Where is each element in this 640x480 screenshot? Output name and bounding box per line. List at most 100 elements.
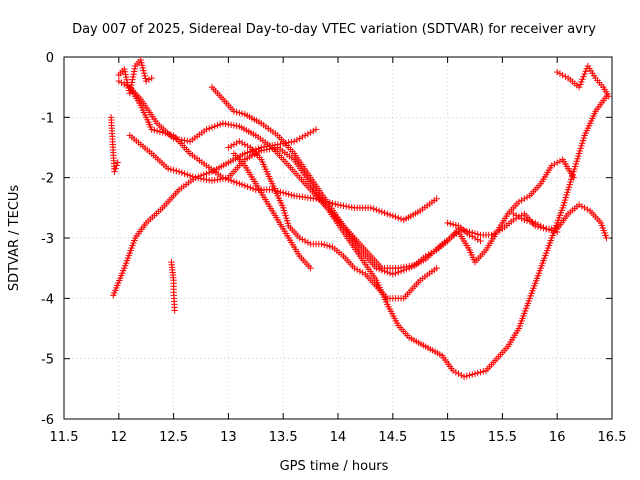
- data-point: [389, 271, 396, 278]
- data-point: [537, 222, 544, 230]
- data-point: [375, 265, 383, 273]
- data-point: [400, 266, 407, 274]
- data-point: [129, 73, 137, 81]
- data-point: [312, 126, 320, 133]
- data-point: [282, 190, 290, 197]
- data-point: [269, 142, 276, 149]
- data-point: [260, 143, 268, 151]
- data-point: [392, 213, 399, 221]
- data-point: [521, 216, 528, 224]
- data-point: [301, 132, 309, 139]
- data-point: [581, 70, 588, 78]
- data-point: [138, 62, 146, 69]
- data-point: [195, 173, 202, 180]
- data-point: [126, 90, 133, 97]
- data-point: [460, 373, 468, 380]
- data-point: [238, 110, 246, 117]
- data-point: [551, 160, 558, 168]
- data-point: [211, 123, 218, 130]
- data-point: [523, 217, 531, 224]
- data-point: [112, 165, 119, 172]
- data-point: [142, 75, 149, 82]
- data-point: [208, 177, 216, 184]
- data-point: [206, 169, 213, 176]
- data-point: [241, 150, 249, 157]
- data-point: [526, 218, 533, 225]
- data-point: [178, 169, 186, 176]
- data-point: [249, 147, 257, 154]
- data-point: [271, 141, 279, 149]
- data-point: [323, 242, 331, 249]
- data-point: [128, 79, 136, 86]
- data-point: [139, 64, 146, 72]
- data-point: [206, 125, 213, 132]
- data-point: [301, 237, 309, 245]
- data-point: [562, 73, 569, 80]
- data-point: [122, 71, 129, 78]
- data-point: [510, 216, 517, 224]
- data-point: [288, 191, 295, 199]
- data-point: [373, 206, 380, 214]
- data-point: [515, 198, 523, 205]
- data-point: [175, 168, 183, 175]
- data-point: [200, 171, 207, 178]
- data-point: [469, 371, 476, 378]
- x-tick-label: 12: [111, 430, 128, 445]
- data-point: [469, 233, 476, 240]
- data-point: [211, 176, 218, 184]
- data-point: [114, 159, 121, 166]
- y-tick-label: -5: [41, 353, 54, 368]
- data-point: [233, 139, 240, 147]
- data-point: [203, 126, 210, 133]
- data-point: [532, 219, 539, 227]
- x-tick-label: 13.5: [269, 430, 298, 445]
- data-point: [455, 370, 462, 377]
- data-point: [216, 121, 224, 128]
- data-point: [375, 207, 383, 215]
- data-point: [512, 212, 520, 219]
- x-axis-label: GPS time / hours: [280, 459, 389, 474]
- data-point: [603, 234, 610, 242]
- data-point: [222, 120, 229, 128]
- y-axis-label: SDTVAR / TECUs: [7, 185, 22, 292]
- data-point: [230, 178, 238, 185]
- data-point: [575, 201, 583, 209]
- data-point: [581, 204, 588, 212]
- data-point: [392, 269, 399, 277]
- x-tick-labels: 11.5 12 12.5 13 13.5 14 14.5 15 15.5 16 16.5: [50, 430, 627, 445]
- data-point: [534, 221, 542, 228]
- data-point: [556, 157, 564, 165]
- data-point: [181, 170, 188, 177]
- x-tick-label: 12.5: [159, 430, 188, 445]
- data-point: [577, 81, 584, 88]
- data-point: [148, 126, 155, 133]
- data-point: [280, 189, 287, 196]
- x-tick-label: 15.5: [488, 430, 517, 445]
- y-tick-label: -6: [41, 413, 54, 428]
- data-point: [214, 122, 221, 129]
- data-point: [326, 243, 333, 250]
- data-point: [425, 251, 432, 258]
- data-point: [206, 176, 213, 184]
- data-point: [233, 108, 240, 116]
- data-point: [171, 307, 178, 314]
- y-tick-label: 0: [46, 51, 54, 66]
- data-point: [184, 171, 191, 178]
- data-point: [334, 201, 342, 209]
- data-point: [115, 77, 122, 85]
- data-point: [123, 76, 130, 83]
- data-point: [156, 128, 164, 135]
- data-point: [579, 76, 586, 83]
- data-point: [290, 138, 298, 145]
- data-point: [299, 133, 306, 141]
- data-point: [447, 220, 454, 227]
- data-point: [403, 265, 410, 273]
- data-point: [359, 269, 366, 276]
- data-point: [244, 183, 251, 190]
- data-point: [140, 67, 147, 74]
- data-point: [381, 267, 388, 275]
- y-tick-label: -4: [41, 292, 54, 307]
- data-point: [277, 188, 284, 196]
- y-tick-label: -2: [41, 172, 54, 187]
- data-point: [452, 369, 460, 376]
